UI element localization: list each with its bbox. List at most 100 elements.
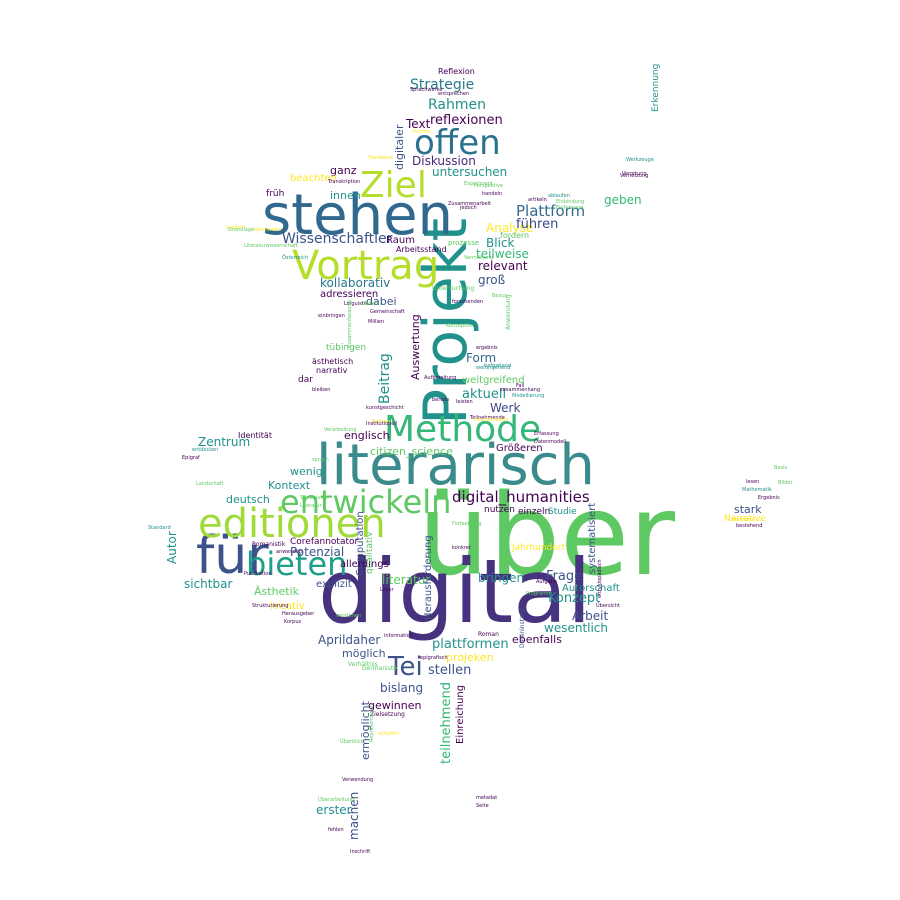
word-gedicht: Gedicht xyxy=(226,225,246,231)
word-herausgeber: Herausgeber xyxy=(282,611,315,617)
word-werk: Werk xyxy=(490,401,521,415)
word-institutionell: Institutionell xyxy=(366,421,398,427)
word-frage: Frage xyxy=(546,569,583,584)
word-perspektive: Perspektive xyxy=(474,183,504,189)
word-sprach: sprach xyxy=(312,457,329,463)
word-handwerk: Handwerk xyxy=(368,155,394,161)
word-jedoch: jedoch xyxy=(460,205,477,211)
word-aprildaher: Aprildaher xyxy=(318,633,381,647)
word-literarisch: literarisch xyxy=(316,433,595,498)
word-standard: Standard xyxy=(148,525,171,531)
word-kontext: Kontext xyxy=(268,479,311,492)
word-konzept: Konzept xyxy=(548,591,601,606)
word-uber: über xyxy=(418,471,676,601)
word-datenmodell: Datenmodell xyxy=(534,439,567,445)
word-autorschaft: Autorschaft xyxy=(562,583,620,594)
word-leisten: leisten xyxy=(456,399,473,405)
word-arbeitsstand: Arbeitsstand xyxy=(396,245,447,254)
word-literatur: literatur xyxy=(382,573,431,587)
word-moglich: möglich xyxy=(342,647,386,660)
word-weitergehend: weitergehend xyxy=(476,365,511,371)
word-corefannotator: Corefannotator xyxy=(290,537,359,547)
word-bleiben: bleiben xyxy=(312,387,331,393)
word-einbringen: einbringen xyxy=(318,313,345,319)
word-grundlage: Grundlage xyxy=(228,227,255,233)
word-zusammenfassung: Zusammenfassung xyxy=(347,300,353,348)
word-werkzeuge: Werkzeuge xyxy=(626,157,654,163)
word-zielsetzung: Zielsetzung xyxy=(370,711,405,718)
word-linguistik: Linguistik xyxy=(344,301,368,307)
word-landschaft: Landschaft xyxy=(196,481,224,487)
word-lesen: lesen xyxy=(746,479,760,485)
word-einreichung: Einreichung xyxy=(455,684,466,744)
word-qualitativ: qualitativ xyxy=(365,531,375,574)
word-strukturierung: Strukturierung xyxy=(252,603,289,609)
word-plattform-small: Plattform xyxy=(732,517,756,523)
word-fehlen: fehlen xyxy=(328,827,344,833)
word-romanistik: Romanistik xyxy=(252,541,286,548)
word-studie: Studie xyxy=(548,507,577,517)
word-untersuchung: Untersuchung xyxy=(432,285,475,292)
word-vernetzung: Vernetzung xyxy=(620,173,649,179)
word-sichtbar: sichtbar xyxy=(184,577,233,591)
word-citizen-science: citizen_science xyxy=(370,445,453,458)
word-transkription: Transkription xyxy=(328,179,361,185)
word-relevant: relevant xyxy=(478,259,528,273)
word-aktuell: aktuell xyxy=(462,387,507,402)
word-sammlung: Sammlung xyxy=(300,495,327,501)
word-teilweise: teilweise xyxy=(476,247,529,261)
word-formen: Formen xyxy=(412,129,431,135)
word-analyse: Analyse xyxy=(486,221,534,235)
word-beachten: beachten xyxy=(290,173,337,184)
word-tubingen: tübingen xyxy=(326,343,367,353)
word-jahrhundert: Jahrhundert xyxy=(512,543,566,553)
word-dar: dar xyxy=(298,375,313,385)
word-kollaborativ: kollaborativ xyxy=(320,276,391,290)
word-leser: Leser xyxy=(380,587,394,593)
word-handeln: handeln xyxy=(482,191,503,197)
word-untersuchen: untersuchen xyxy=(432,165,508,179)
word-metadat: metadat xyxy=(476,795,498,801)
word-innen: innen xyxy=(330,189,361,202)
word-seite: Seite xyxy=(476,803,489,809)
word-aufgabe: Aufgabe xyxy=(536,579,557,585)
word-herausforderung: Herausforderung xyxy=(423,535,434,620)
word-rahmen: Rahmen xyxy=(428,97,486,113)
word-bezug: Bezug xyxy=(492,293,508,299)
word-aufbereitung: Aufbereitung xyxy=(424,375,457,381)
word-weitgreifend: weitgreifend xyxy=(462,375,525,386)
word-entsprechen: entsprechen xyxy=(438,91,470,97)
word-erfassung: Erfassung xyxy=(534,431,559,437)
word-verstehen: verstehen xyxy=(336,613,362,619)
word-modellierung: Modellierung xyxy=(512,393,545,399)
word-ubersicht: Übersicht xyxy=(596,603,620,609)
word-interpretation: Interpretation xyxy=(474,417,509,423)
word-kreativ: kreativ xyxy=(270,601,305,612)
word-ebenfalls: ebenfalls xyxy=(512,633,562,646)
word-narrative: Narrative xyxy=(724,514,766,524)
word-explizit: explizit xyxy=(316,579,352,590)
word-strategie: Strategie xyxy=(410,77,475,93)
word-beitrag: Beitrag xyxy=(377,353,393,404)
word-germanistik: Germanistik xyxy=(362,665,399,672)
word-zusammenarbeit: Zusammenarbeit xyxy=(448,201,491,207)
word-bestehend: bestehend xyxy=(736,523,763,529)
word-raum: Raum xyxy=(386,235,415,246)
word-vermittlung: Vermittlung xyxy=(464,255,494,261)
word-uberarbeitung: Überarbeitung xyxy=(318,797,355,803)
word-konzeption: Konzeption xyxy=(446,323,474,329)
word-fruh: früh xyxy=(266,189,285,199)
word-verarbeitung: Verarbeitung xyxy=(324,427,357,433)
word-literatur-small: Literatur xyxy=(300,503,322,509)
word-nutzen: nutzen xyxy=(484,505,515,515)
word-erkennung: Erkennung xyxy=(651,63,661,112)
word-artikeln: artikeln xyxy=(528,197,547,203)
word-asthetisch: ästhetisch xyxy=(312,357,354,366)
word-arbeit: Arbeit xyxy=(572,609,609,623)
word-erster: erster xyxy=(316,803,352,817)
word-fuhren: führen xyxy=(516,217,559,232)
word-projeken: projeken xyxy=(446,651,494,664)
word-stehen: stehen xyxy=(262,183,454,248)
word-dabei: dabei xyxy=(366,295,397,308)
